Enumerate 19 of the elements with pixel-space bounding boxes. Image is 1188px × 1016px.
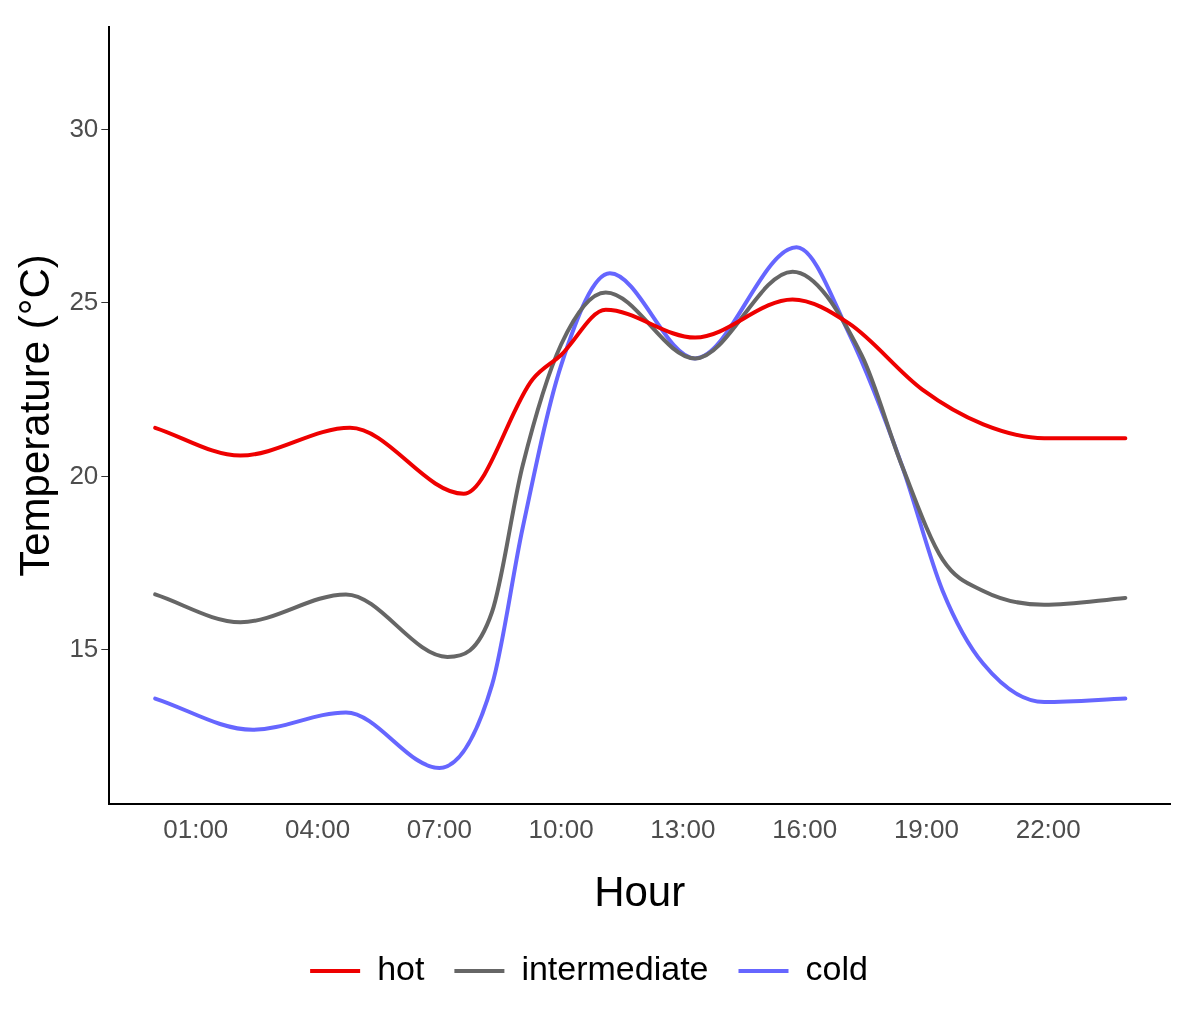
x-tick-label: 10:00 [528, 814, 594, 845]
x-tick-label: 16:00 [772, 814, 838, 845]
legend-label: cold [805, 949, 868, 988]
x-tick-label: 01:00 [163, 814, 229, 845]
y-axis-title: Temperature (°C) [10, 254, 58, 577]
x-tick-label: 07:00 [406, 814, 472, 845]
line-series [153, 297, 1128, 496]
y-tick-label: 30 [69, 112, 99, 143]
x-tick-label: 13:00 [650, 814, 716, 845]
legend-label: intermediate [521, 949, 709, 988]
x-tick-label: 22:00 [1015, 814, 1081, 845]
y-tick-label: 15 [69, 633, 99, 664]
legend-label: hot [377, 949, 425, 988]
x-axis-title: Hour [594, 868, 686, 916]
x-tick-label: 19:00 [893, 814, 959, 845]
y-tick-label: 25 [69, 286, 99, 317]
x-tick-label: 04:00 [285, 814, 351, 845]
y-tick-label: 20 [69, 459, 99, 490]
line-series [153, 269, 1128, 659]
